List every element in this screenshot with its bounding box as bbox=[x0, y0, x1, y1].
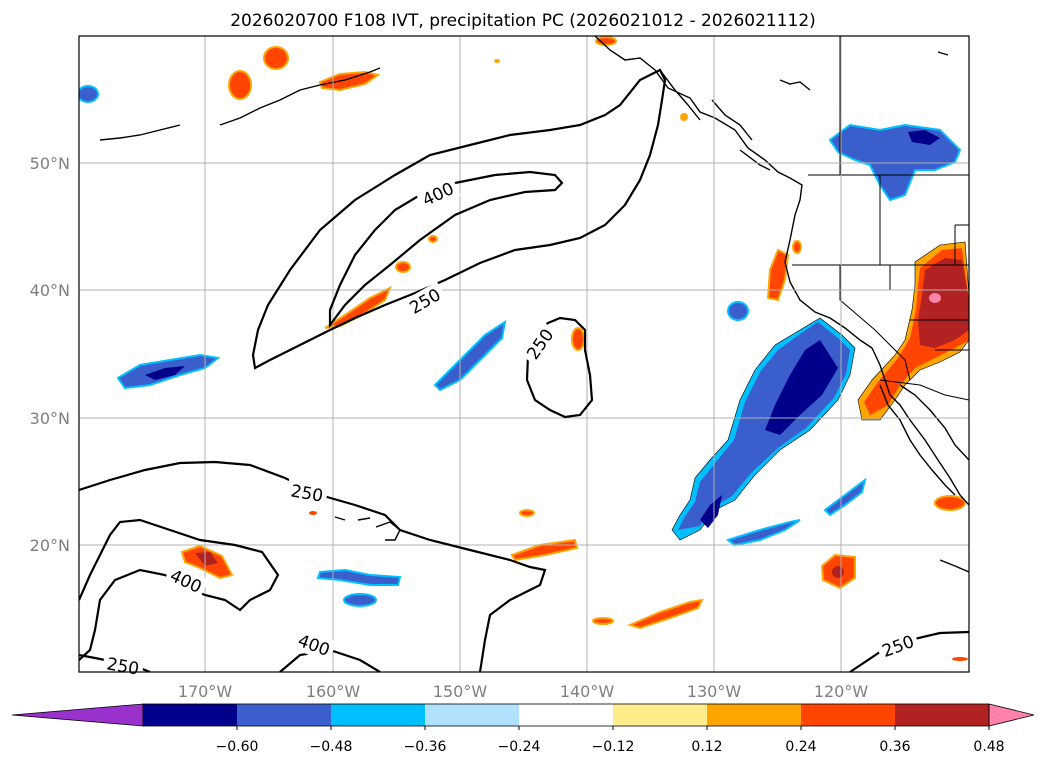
halo-250-br bbox=[875, 628, 921, 664]
lat-tick-label: 20°N bbox=[30, 536, 70, 555]
colorbar-segment bbox=[801, 704, 896, 726]
halo-250-mid bbox=[519, 321, 561, 367]
lon-tick-label: 170°W bbox=[178, 682, 233, 701]
colorbar-extend-low bbox=[11, 703, 144, 727]
colorbar-tick-label: 0.24 bbox=[785, 739, 816, 755]
precip-negative-canada-core bbox=[908, 130, 940, 145]
precip-negative-small-ne bbox=[727, 301, 749, 321]
colorbar-segment bbox=[237, 704, 332, 726]
precip-positive-coast-small bbox=[792, 240, 802, 254]
border-ca-nv bbox=[839, 265, 911, 381]
precip-positive-alaska2 bbox=[680, 113, 688, 121]
lat-tick-label: 30°N bbox=[30, 409, 70, 428]
precip-positive-dot4 bbox=[952, 657, 968, 661]
lon-tick-label: 120°W bbox=[814, 682, 869, 701]
precip-positive-dot1 bbox=[494, 59, 500, 63]
colorbar-segment bbox=[707, 704, 802, 726]
colorbar-tick-label: 0.48 bbox=[973, 739, 1004, 755]
precip-positive-aleutian1 bbox=[228, 70, 252, 100]
colorbar-tick-label: 0.36 bbox=[879, 739, 910, 755]
ivt-contour-400-south bbox=[79, 518, 280, 661]
precip-positive-isolated bbox=[571, 327, 585, 351]
colorbar-extend-high bbox=[988, 703, 1035, 727]
precip-positive-aleutian3 bbox=[318, 70, 381, 92]
ivt-contour-250-mid bbox=[525, 316, 594, 419]
gridlines bbox=[79, 36, 969, 672]
halo-400-south2 bbox=[291, 627, 337, 663]
colorbar-segment bbox=[331, 704, 426, 726]
ivt-contour-400-north bbox=[328, 170, 564, 329]
colorbar-segment bbox=[425, 704, 520, 726]
lon-tick-labels: 170°W 160°W 150°W 140°W 130°W 120°W bbox=[178, 682, 869, 701]
precip-positive-california-peak bbox=[929, 293, 941, 303]
lat-tick-label: 40°N bbox=[30, 281, 70, 300]
colorbar: −0.60 −0.48 −0.36 −0.24 −0.12 0.12 0.24 0.36 0.4… bbox=[11, 703, 1035, 755]
halo-250-south bbox=[285, 478, 329, 508]
precip-positive-dot2 bbox=[519, 509, 535, 517]
colorbar-tick-label: −0.36 bbox=[404, 739, 447, 755]
political-borders bbox=[792, 36, 969, 401]
precip-negative-central bbox=[433, 319, 507, 392]
halo-250-bl bbox=[101, 651, 145, 672]
precip-positive-south-band bbox=[627, 598, 704, 630]
precip-negative-band-south bbox=[725, 519, 801, 547]
map-layer bbox=[79, 36, 969, 672]
coast-sea-cortez bbox=[899, 384, 969, 461]
colorbar-tick-label: −0.24 bbox=[498, 739, 541, 755]
precip-positive-hawaii-west-core bbox=[195, 552, 218, 566]
halo-250-north bbox=[402, 281, 448, 321]
precip-positive-coast bbox=[766, 248, 790, 302]
precip-positive-ar-mid bbox=[395, 261, 411, 273]
precip-positive-mexico-core bbox=[832, 566, 844, 578]
precip-positive-alaska bbox=[595, 36, 617, 46]
coast-baja bbox=[879, 384, 956, 496]
colorbar-segment bbox=[613, 704, 708, 726]
precip-positive-ar-small bbox=[428, 235, 438, 243]
coast-canada-islands bbox=[659, 69, 771, 171]
lat-tick-labels: 20°N 30°N 40°N 50°N bbox=[30, 154, 70, 555]
halo-400-north bbox=[415, 175, 461, 213]
precip-negative-hawaii-small bbox=[343, 593, 377, 607]
lon-tick-label: 130°W bbox=[687, 682, 742, 701]
lon-tick-label: 140°W bbox=[560, 682, 615, 701]
coast-alaska bbox=[594, 36, 969, 506]
contour-label: 250 bbox=[105, 654, 140, 679]
precip-negative-nw-edge bbox=[79, 85, 99, 103]
precip-positive-aleutian2 bbox=[263, 46, 289, 70]
colorbar-tick-label: −0.12 bbox=[592, 739, 635, 755]
precip-negative-east-pacific-core2 bbox=[700, 495, 722, 528]
lat-tick-label: 50°N bbox=[30, 154, 70, 173]
border-states2 bbox=[879, 175, 891, 290]
coastlines bbox=[99, 36, 969, 573]
lon-tick-label: 150°W bbox=[433, 682, 488, 701]
coast-mexico bbox=[939, 559, 969, 573]
precip-negative-hawaii bbox=[316, 568, 402, 586]
ivt-contour-250-north bbox=[251, 68, 667, 370]
colorbar-segment bbox=[895, 704, 990, 726]
colorbar-tick-label: −0.48 bbox=[310, 739, 353, 755]
colorbar-tick-label: −0.60 bbox=[216, 739, 259, 755]
precip-positive-dot3 bbox=[309, 511, 317, 515]
precip-negative-east-pacific-core bbox=[765, 340, 838, 435]
precip-positive-baja bbox=[934, 495, 966, 511]
halo-400-south1 bbox=[163, 562, 209, 600]
coast-nw-bits bbox=[779, 51, 949, 91]
precip-positive-california-dark bbox=[918, 258, 969, 348]
border-us-mexico bbox=[879, 379, 969, 401]
contour-label-halos bbox=[101, 175, 921, 672]
precip-negative-small-east bbox=[823, 477, 867, 517]
precip-positive-south-small bbox=[592, 617, 614, 625]
map-frame bbox=[78, 35, 970, 673]
lon-tick-label: 160°W bbox=[306, 682, 361, 701]
colorbar-segment bbox=[143, 704, 238, 726]
colorbar-tick-label: 0.12 bbox=[691, 739, 722, 755]
coast-aleutians bbox=[99, 67, 381, 141]
precip-negative-west-central-core bbox=[145, 366, 185, 380]
colorbar-segment bbox=[519, 704, 614, 726]
chart-title: 2026020700 F108 IVT, precipitation PC (2… bbox=[230, 11, 816, 31]
colorbar-frame bbox=[142, 703, 990, 727]
ivt-contour-250-south bbox=[79, 460, 547, 672]
border-inner bbox=[935, 224, 969, 351]
